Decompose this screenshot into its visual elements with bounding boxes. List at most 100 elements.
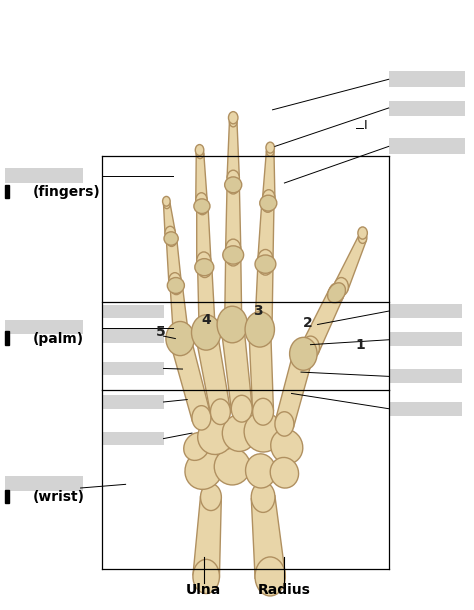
Text: (wrist): (wrist) (33, 490, 85, 504)
Polygon shape (335, 235, 366, 291)
Circle shape (228, 112, 238, 124)
Ellipse shape (185, 450, 223, 489)
Polygon shape (221, 323, 252, 411)
Ellipse shape (167, 278, 184, 293)
Ellipse shape (255, 255, 276, 273)
Text: 4: 4 (201, 314, 211, 327)
Circle shape (334, 278, 348, 296)
Circle shape (169, 273, 181, 289)
FancyBboxPatch shape (102, 362, 164, 375)
Text: Ulna: Ulna (186, 583, 221, 597)
FancyBboxPatch shape (102, 432, 164, 445)
Polygon shape (193, 496, 221, 578)
Ellipse shape (328, 283, 346, 303)
Text: I: I (364, 118, 368, 132)
Polygon shape (196, 154, 207, 200)
Polygon shape (170, 334, 210, 422)
Ellipse shape (222, 415, 256, 451)
Circle shape (301, 336, 319, 359)
Circle shape (249, 315, 271, 343)
Ellipse shape (194, 199, 210, 214)
Ellipse shape (166, 321, 194, 356)
Circle shape (358, 232, 367, 243)
Circle shape (166, 233, 177, 246)
Polygon shape (226, 186, 241, 249)
Polygon shape (170, 285, 189, 338)
Ellipse shape (271, 429, 303, 464)
FancyBboxPatch shape (389, 369, 462, 383)
Circle shape (227, 170, 239, 186)
Circle shape (275, 412, 294, 436)
Bar (5, 331, 9, 345)
Ellipse shape (223, 246, 244, 264)
Circle shape (253, 398, 273, 425)
Circle shape (266, 146, 274, 156)
Text: 5: 5 (156, 326, 166, 339)
Circle shape (163, 196, 170, 206)
Polygon shape (196, 329, 230, 415)
Circle shape (198, 259, 212, 278)
Circle shape (195, 145, 204, 156)
Text: 2: 2 (303, 317, 313, 330)
Circle shape (192, 406, 211, 430)
FancyBboxPatch shape (5, 168, 83, 183)
Text: 3: 3 (254, 304, 263, 318)
Polygon shape (249, 329, 273, 412)
FancyBboxPatch shape (389, 304, 462, 318)
Circle shape (229, 117, 237, 127)
Circle shape (225, 311, 242, 333)
Ellipse shape (244, 412, 282, 452)
Circle shape (226, 246, 241, 266)
Circle shape (358, 227, 367, 239)
Circle shape (329, 283, 344, 303)
FancyBboxPatch shape (389, 101, 465, 116)
FancyBboxPatch shape (5, 476, 83, 491)
FancyBboxPatch shape (102, 395, 164, 409)
Circle shape (251, 482, 275, 512)
Circle shape (255, 557, 285, 596)
Ellipse shape (217, 306, 247, 343)
Polygon shape (255, 265, 273, 325)
Ellipse shape (225, 177, 242, 193)
Polygon shape (227, 122, 239, 178)
FancyBboxPatch shape (102, 329, 164, 343)
Circle shape (173, 327, 189, 346)
Ellipse shape (290, 337, 317, 370)
Ellipse shape (214, 448, 250, 485)
Circle shape (258, 249, 273, 269)
Polygon shape (251, 495, 285, 579)
Text: (palm): (palm) (33, 332, 84, 345)
Text: Radius: Radius (258, 583, 311, 597)
FancyBboxPatch shape (389, 332, 462, 346)
Circle shape (164, 200, 170, 209)
Ellipse shape (260, 195, 277, 211)
Circle shape (201, 484, 221, 511)
Polygon shape (198, 268, 215, 330)
Circle shape (165, 226, 175, 240)
FancyBboxPatch shape (389, 71, 465, 87)
Ellipse shape (270, 458, 299, 488)
Ellipse shape (191, 315, 221, 350)
Circle shape (170, 325, 191, 352)
Ellipse shape (245, 312, 274, 347)
Circle shape (195, 318, 217, 346)
Circle shape (262, 196, 274, 212)
FancyBboxPatch shape (5, 320, 83, 334)
Bar (5, 185, 9, 198)
Ellipse shape (246, 454, 276, 488)
Circle shape (263, 190, 275, 206)
Circle shape (170, 279, 182, 295)
Circle shape (196, 193, 207, 207)
Ellipse shape (164, 232, 178, 245)
FancyBboxPatch shape (389, 138, 465, 154)
Polygon shape (164, 204, 175, 234)
Text: (fingers): (fingers) (33, 185, 101, 199)
Polygon shape (166, 239, 181, 281)
Circle shape (197, 200, 208, 215)
Circle shape (221, 310, 244, 339)
Polygon shape (263, 151, 275, 198)
Circle shape (210, 399, 230, 425)
Circle shape (231, 395, 252, 422)
Circle shape (196, 149, 204, 159)
Bar (5, 490, 9, 503)
